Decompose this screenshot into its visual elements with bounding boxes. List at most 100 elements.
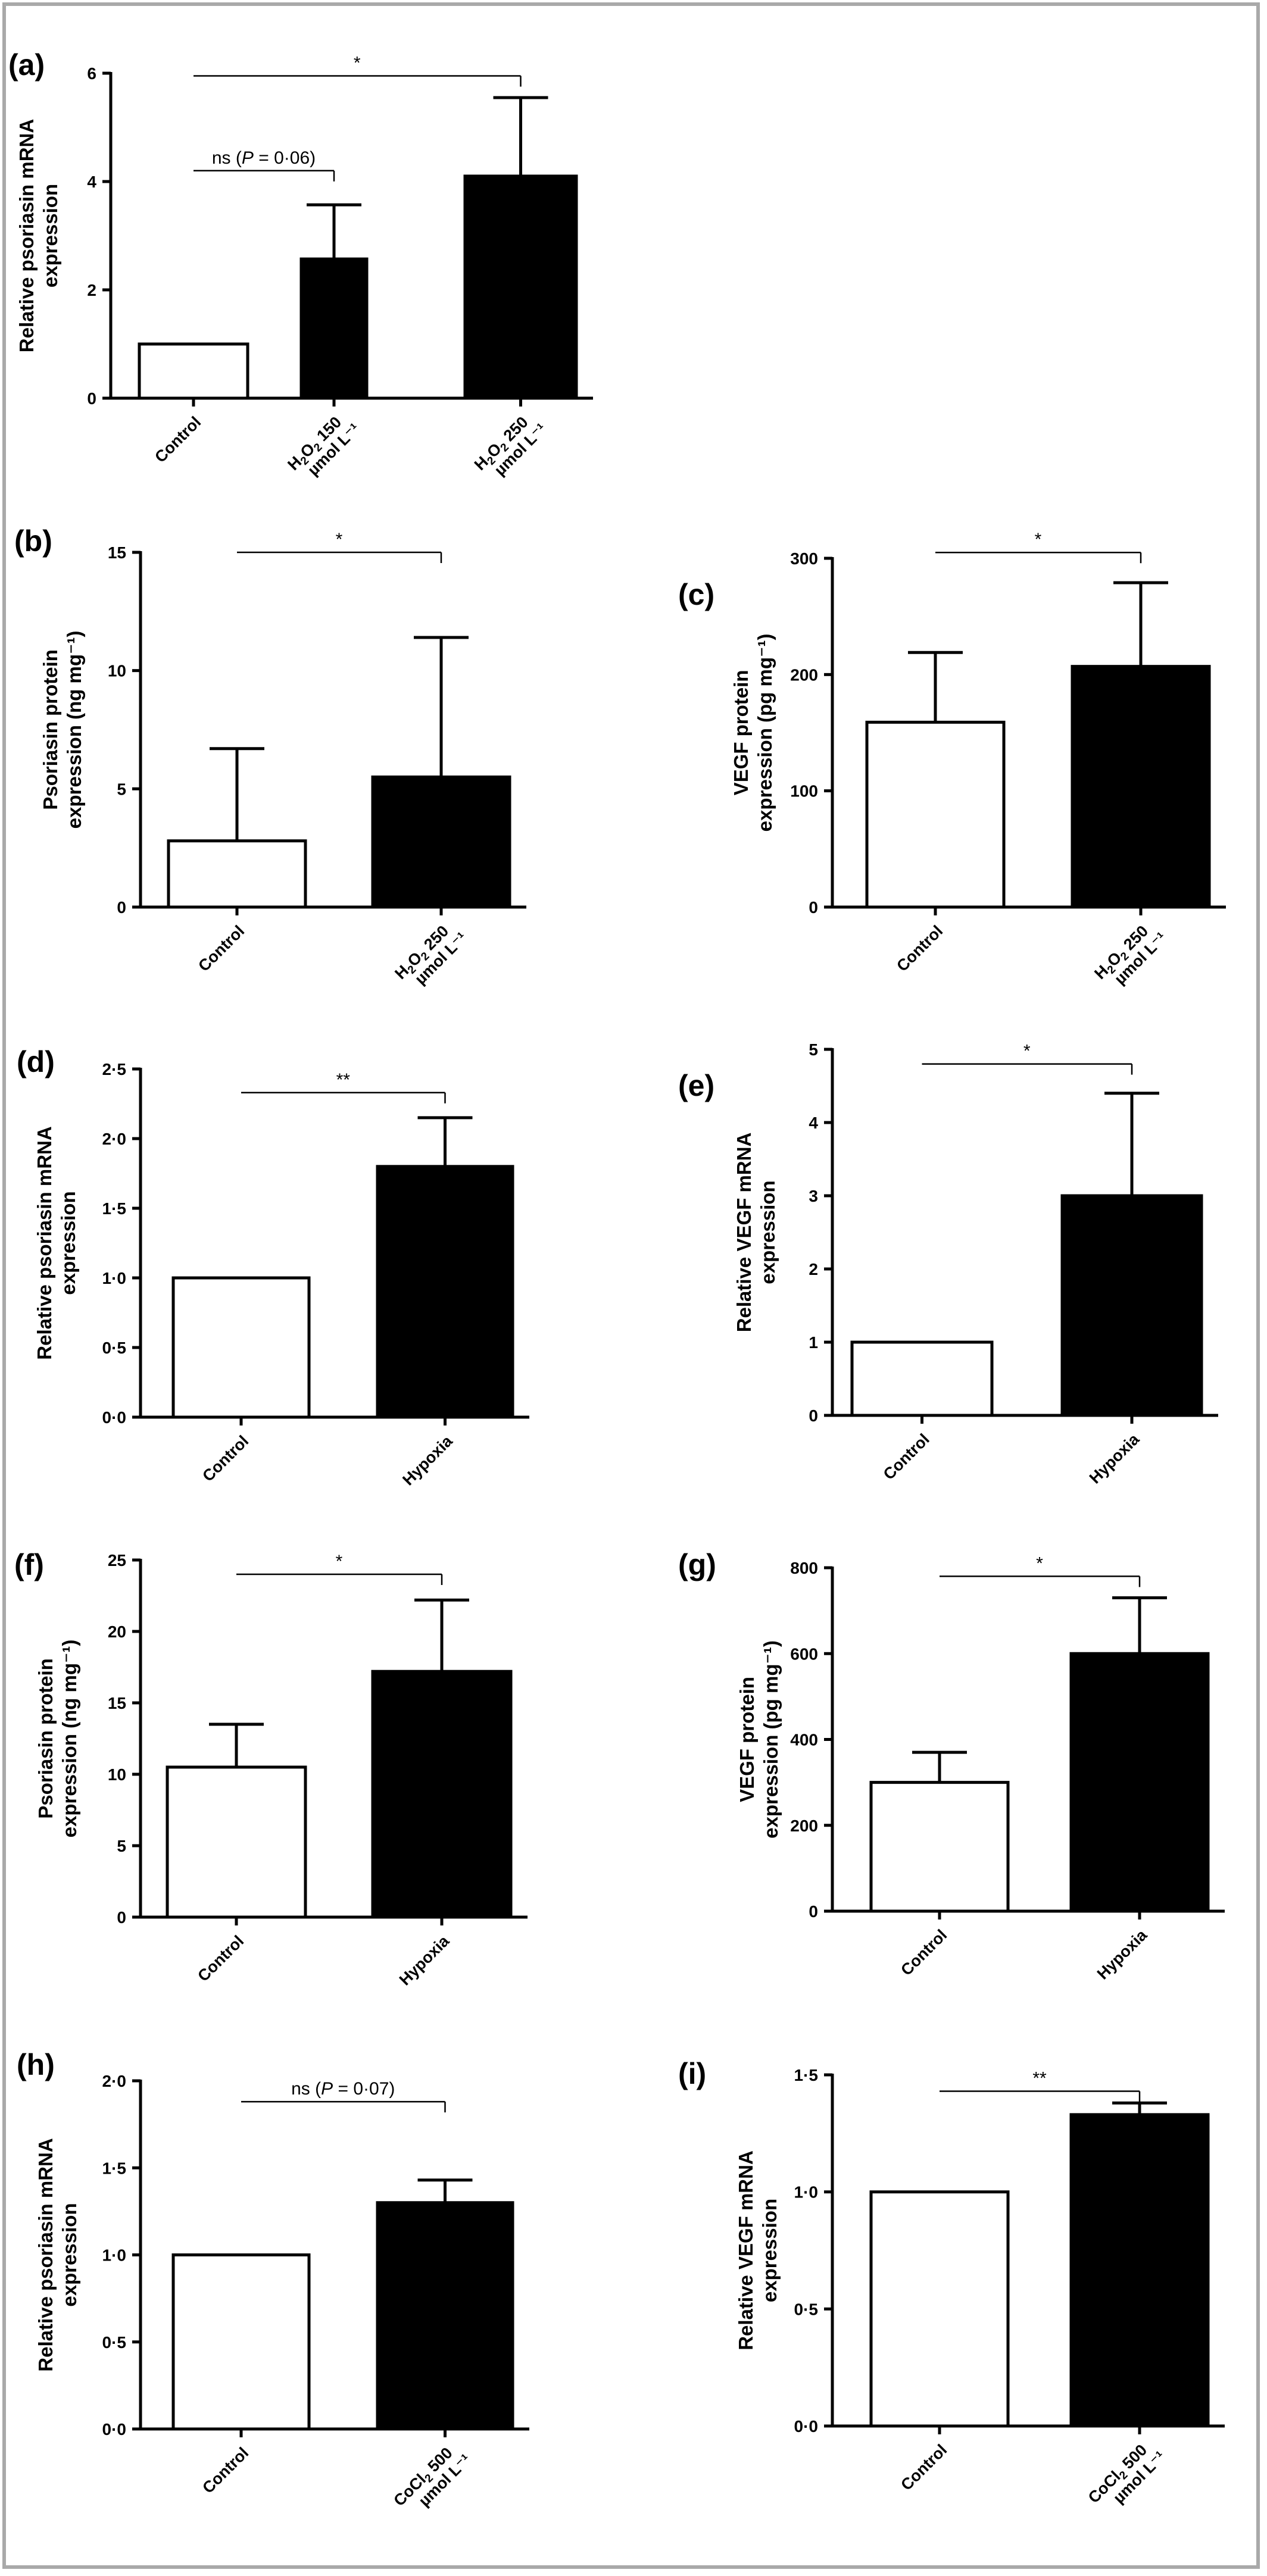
y-tick-label: 100 [790, 782, 818, 801]
x-category-label: H2O2 250µmol L⁻¹ [471, 407, 550, 486]
y-tick-label: 2 [809, 1260, 818, 1278]
y-tick-label: 0 [117, 898, 126, 917]
bar [138, 342, 249, 400]
y-tick-label: 300 [790, 549, 818, 568]
y-tick-label: 10 [108, 662, 126, 680]
significance-label: * [1036, 1553, 1043, 1573]
x-category-label: Hypoxia [1086, 1430, 1143, 1487]
y-tick-label: 600 [790, 1645, 818, 1663]
y-axis-label: Relative psoriasin mRNAexpression [15, 119, 61, 352]
y-tick-label: 1·0 [794, 2183, 818, 2202]
y-tick-label: 2·0 [102, 2072, 126, 2090]
significance-label: * [354, 54, 361, 73]
y-tick-label: 15 [108, 1694, 126, 1712]
bar [166, 1765, 307, 1919]
x-category-label: Hypoxia [399, 1431, 456, 1489]
bar [167, 839, 307, 909]
x-category-label: Control [195, 922, 248, 975]
significance-label: ns (P = 0·06) [212, 148, 316, 168]
y-tick-label: 20 [108, 1622, 126, 1641]
x-category-label: CoCl2 500µmol L⁻¹ [390, 2438, 475, 2522]
y-axis-label: VEGF proteinexpression (pg mg⁻¹) [730, 634, 776, 832]
y-tick-label: 1 [809, 1333, 818, 1352]
y-tick-label: 0·5 [794, 2300, 818, 2318]
y-tick-label: 1·5 [102, 2159, 126, 2177]
y-tick-label: 0 [809, 898, 818, 917]
y-tick-label: 0·0 [102, 1408, 126, 1427]
x-category-label: Control [199, 2444, 252, 2497]
y-tick-label: 4 [809, 1114, 818, 1132]
y-tick-label: 400 [790, 1731, 818, 1749]
y-tick-label: 200 [790, 1817, 818, 1835]
y-tick-label: 0·5 [102, 1339, 126, 1357]
panel-label: (c) [678, 578, 714, 611]
bar [850, 1340, 994, 1417]
bar [1069, 2113, 1210, 2428]
panel-label: (i) [678, 2057, 706, 2090]
bar [869, 1781, 1010, 1913]
y-tick-label: 5 [809, 1040, 818, 1059]
y-tick-label: 3 [809, 1187, 818, 1205]
y-tick-label: 0 [809, 1902, 818, 1921]
y-axis-label: Psoriasin proteinexpression (ng mg⁻¹) [35, 1640, 80, 1838]
y-tick-label: 1·0 [102, 2246, 126, 2265]
x-category-label: Control [893, 922, 946, 975]
y-tick-label: 0 [809, 1406, 818, 1425]
y-tick-label: 15 [108, 543, 126, 562]
bar [371, 775, 511, 909]
y-tick-label: 1·0 [102, 1269, 126, 1287]
panel-label: (g) [678, 1548, 716, 1581]
bar [171, 2253, 311, 2431]
y-tick-label: 800 [790, 1559, 818, 1577]
bar [1060, 1194, 1203, 1417]
panel-label: (b) [14, 524, 52, 558]
panel-label: (h) [17, 2048, 55, 2081]
significance-label: ** [336, 1070, 351, 1090]
x-category-label: Control [194, 1932, 247, 1985]
bar [299, 257, 369, 400]
y-tick-label: 10 [108, 1765, 126, 1784]
bar [171, 1276, 311, 1419]
y-tick-label: 25 [108, 1551, 126, 1570]
y-tick-label: 1·5 [794, 2066, 818, 2084]
x-category-label: H2O2 250µmol L⁻¹ [391, 916, 470, 995]
y-tick-label: 0 [117, 1908, 126, 1927]
x-category-label: Control [151, 413, 204, 466]
bar [865, 720, 1006, 909]
panel-label: (e) [678, 1069, 714, 1102]
significance-label: * [1023, 1042, 1031, 1061]
y-tick-label: 4 [87, 173, 96, 191]
x-category-label: Hypoxia [396, 1931, 453, 1989]
y-tick-label: 2·5 [102, 1060, 126, 1078]
y-tick-label: 5 [117, 780, 126, 798]
x-category-label: Control [897, 1926, 950, 1979]
x-category-label: H2O2 250µmol L⁻¹ [1091, 916, 1170, 995]
y-tick-label: 2 [87, 281, 96, 299]
significance-label: * [336, 1552, 343, 1571]
y-tick-label: 200 [790, 665, 818, 684]
y-axis-label: Relative psoriasin mRNAexpression [33, 1126, 79, 1359]
y-axis-label: Psoriasin proteinexpression (ng mg⁻¹) [39, 631, 85, 829]
significance-label: ns (P = 0·07) [291, 2079, 395, 2099]
y-tick-label: 6 [87, 64, 96, 83]
panel-label: (d) [17, 1045, 55, 1078]
y-tick-label: 2·0 [102, 1130, 126, 1148]
x-category-label: CoCl2 500µmol L⁻¹ [1085, 2435, 1169, 2519]
y-tick-label: 5 [117, 1837, 126, 1855]
bar [376, 2201, 514, 2431]
significance-label: * [336, 530, 343, 549]
significance-label: ** [1032, 2069, 1047, 2089]
bar [1069, 1652, 1210, 1913]
x-category-label: Control [199, 1432, 252, 1485]
significance-label: * [1035, 530, 1042, 549]
x-category-label: Control [880, 1430, 933, 1483]
x-category-label: Hypoxia [1094, 1925, 1151, 1983]
y-axis-label: Relative psoriasin mRNAexpression [35, 2138, 80, 2371]
x-category-label: Control [897, 2441, 950, 2494]
y-axis-label: Relative VEGF mRNAexpression [735, 2150, 781, 2350]
y-tick-label: 0·0 [102, 2420, 126, 2439]
y-tick-label: 0 [87, 389, 96, 408]
bar [1071, 665, 1211, 909]
panel-label: (f) [14, 1548, 44, 1581]
